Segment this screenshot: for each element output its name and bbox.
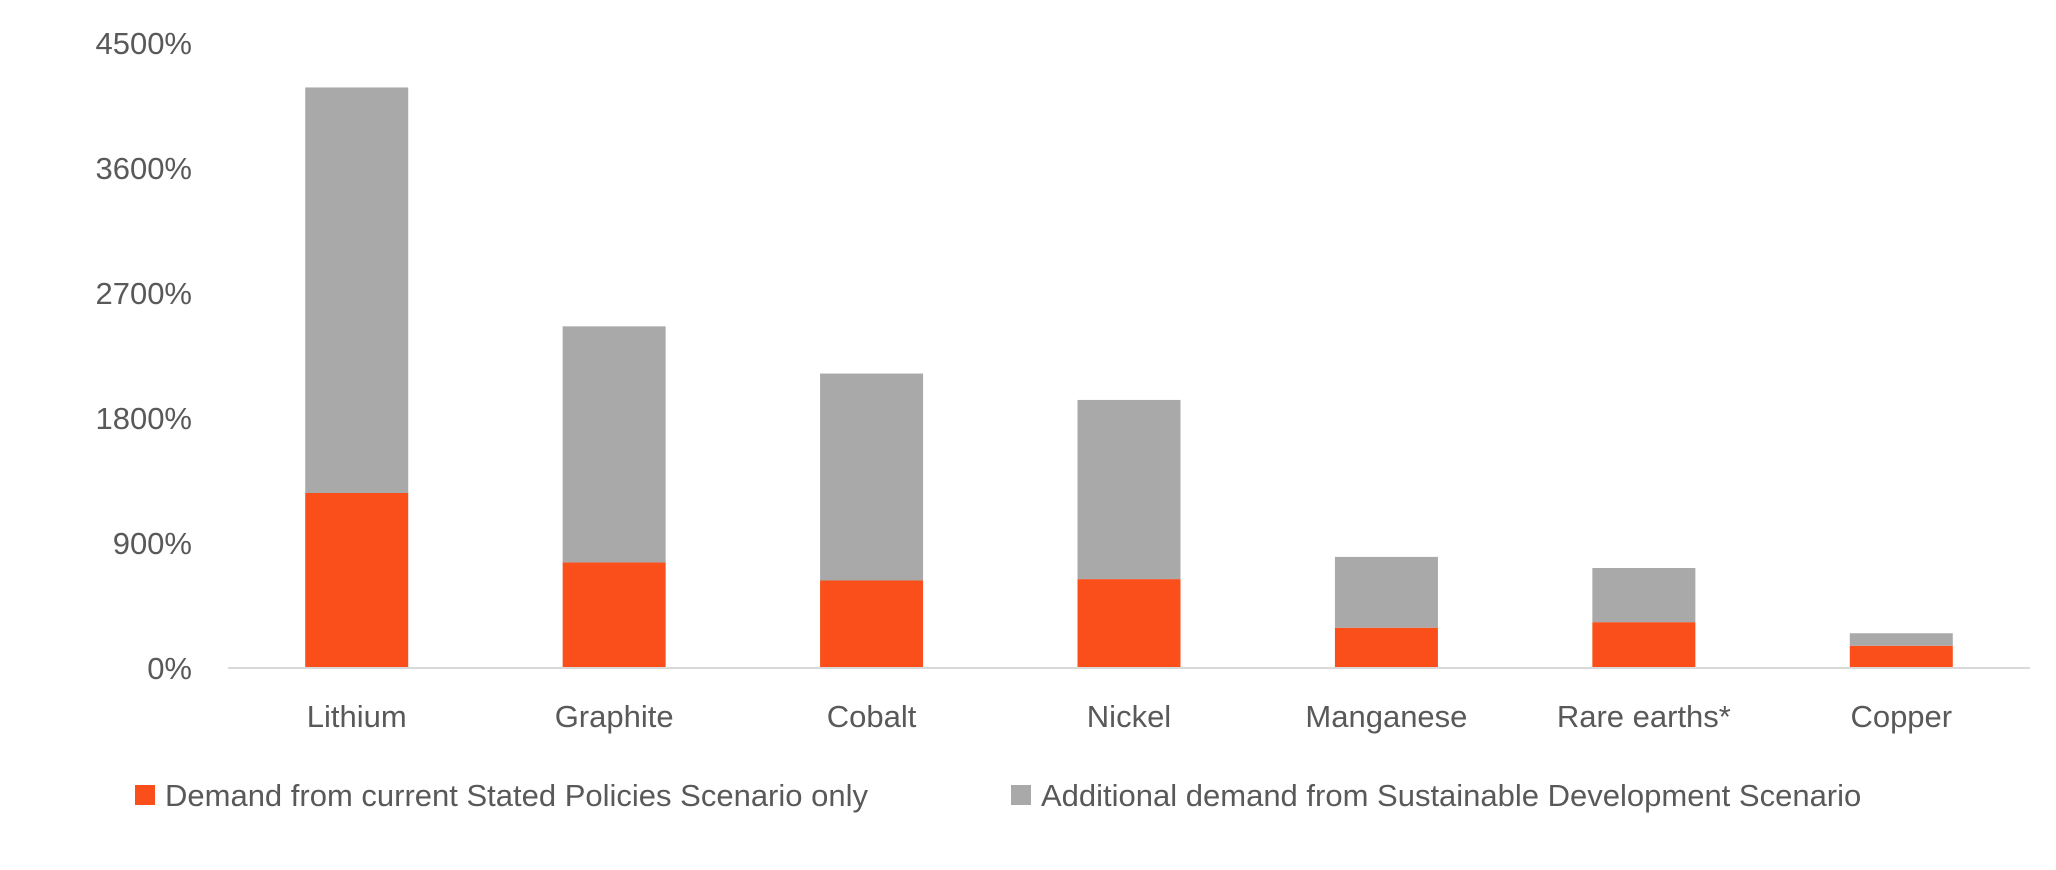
bar-segment-stated-policies — [1334, 627, 1438, 668]
y-tick-label: 2700% — [95, 276, 192, 311]
legend-label: Additional demand from Sustainable Devel… — [1041, 778, 1861, 813]
legend: Demand from current Stated Policies Scen… — [135, 778, 1861, 813]
x-tick-label: Copper — [1850, 699, 1952, 734]
y-tick-label: 3600% — [95, 151, 192, 186]
bar-segment-sustainable-development — [1334, 556, 1438, 628]
bar-segment-sustainable-development — [305, 87, 409, 493]
bar-segment-stated-policies — [1849, 645, 1953, 668]
bar-segment-sustainable-development — [1077, 399, 1181, 580]
bar-segment-sustainable-development — [562, 326, 666, 563]
x-tick-label: Rare earths* — [1557, 699, 1731, 734]
x-tick-label: Nickel — [1087, 699, 1171, 734]
y-tick-label: 0% — [147, 651, 192, 686]
y-axis-ticks: 0% 900% 1800% 2700% 3600% 4500% — [95, 26, 192, 686]
bar-segment-stated-policies — [1077, 579, 1181, 668]
x-tick-label: Lithium — [307, 699, 407, 734]
bar-segment-stated-policies — [1592, 622, 1696, 668]
legend-swatch — [135, 785, 155, 805]
legend-label: Demand from current Stated Policies Scen… — [165, 778, 868, 813]
x-tick-label: Graphite — [555, 699, 674, 734]
x-axis-labels: Lithium Graphite Cobalt Nickel Manganese Rare… — [307, 699, 1952, 734]
bar-segment-stated-policies — [820, 580, 924, 668]
bar-segment-sustainable-development — [820, 373, 924, 581]
bars — [305, 87, 1953, 668]
y-tick-label: 900% — [113, 526, 192, 561]
bar-segment-stated-policies — [562, 562, 666, 668]
bar-segment-stated-policies — [305, 493, 409, 668]
x-tick-label: Manganese — [1305, 699, 1467, 734]
x-tick-label: Cobalt — [827, 699, 917, 734]
bar-segment-sustainable-development — [1849, 633, 1953, 646]
bar-segment-sustainable-development — [1592, 568, 1696, 623]
legend-swatch — [1011, 785, 1031, 805]
y-tick-label: 1800% — [95, 401, 192, 436]
y-tick-label: 4500% — [95, 26, 192, 61]
